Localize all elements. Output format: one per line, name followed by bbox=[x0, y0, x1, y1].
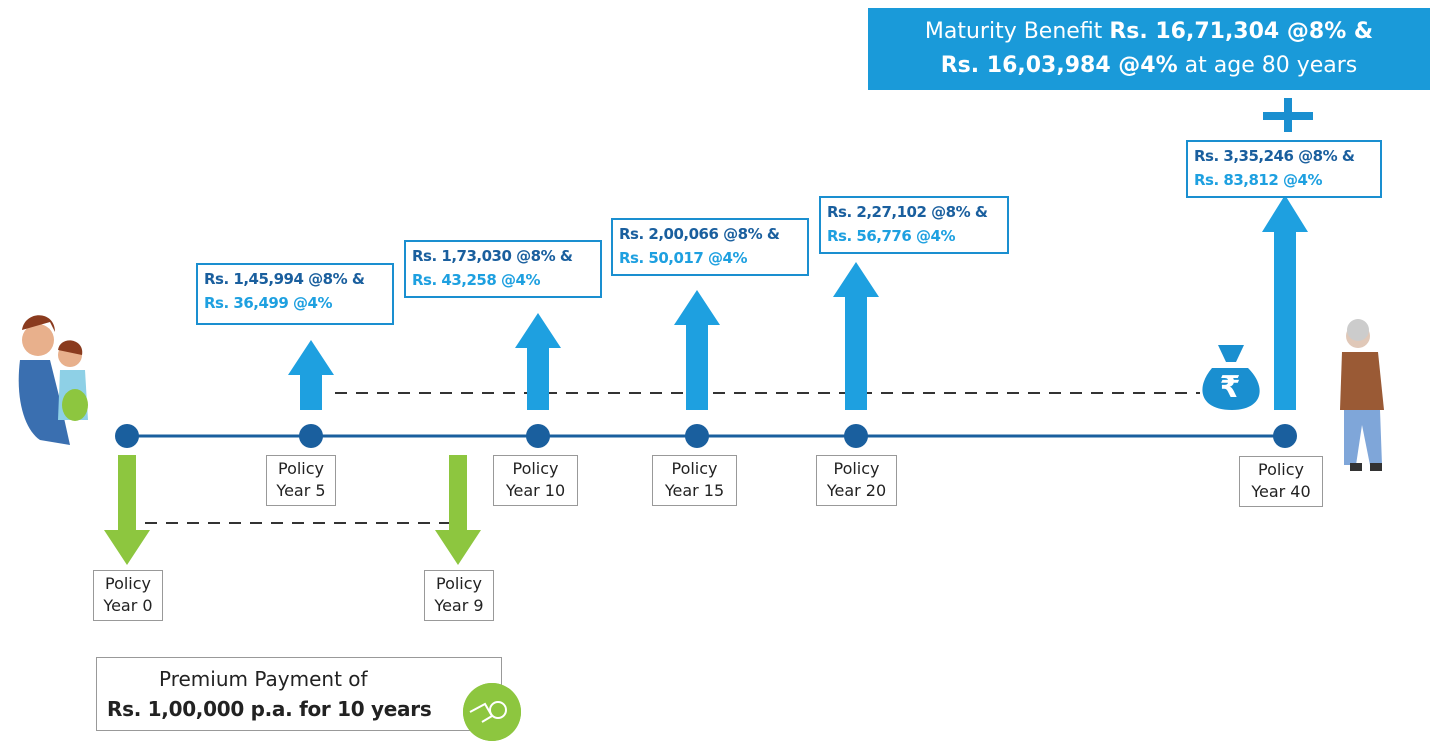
payout-4: Rs. 36,499 @4% bbox=[204, 291, 386, 315]
page: ₹ Maturity Benefit Rs. 16,71,304 @8% & R… bbox=[0, 0, 1434, 742]
maturity-suffix: at age 80 years bbox=[1185, 53, 1358, 78]
arrow-up bbox=[1262, 195, 1308, 410]
payout-8: Rs. 1,45,994 @8% & bbox=[204, 267, 386, 291]
arrow-up bbox=[833, 262, 879, 410]
premium-box: Premium Payment of Rs. 1,00,000 p.a. for… bbox=[96, 657, 502, 731]
milestone-line: Year 10 bbox=[494, 480, 577, 502]
arrow-up bbox=[288, 340, 334, 410]
milestone-line: Year 0 bbox=[94, 595, 162, 617]
milestone-line: Policy bbox=[94, 573, 162, 595]
diagram-graphics: ₹ bbox=[0, 0, 1434, 742]
milestone-line: Policy bbox=[267, 458, 335, 480]
premium-line2: Rs. 1,00,000 p.a. for 10 years bbox=[107, 694, 501, 724]
milestone-line: Year 40 bbox=[1240, 481, 1322, 503]
premium-icon-overlay bbox=[462, 682, 522, 742]
arrow-down bbox=[104, 455, 150, 565]
payout-8: Rs. 2,00,066 @8% & bbox=[619, 222, 801, 246]
maturity-label: Maturity Benefit bbox=[925, 19, 1102, 44]
payout-4: Rs. 50,017 @4% bbox=[619, 246, 801, 270]
milestone-line: Policy bbox=[1240, 459, 1322, 481]
milestone-line: Policy bbox=[653, 458, 736, 480]
payout-box: Rs. 2,00,066 @8% &Rs. 50,017 @4% bbox=[611, 218, 809, 276]
milestone-line: Policy bbox=[494, 458, 577, 480]
payout-8: Rs. 2,27,102 @8% & bbox=[827, 200, 1001, 224]
milestone-line: Year 20 bbox=[817, 480, 896, 502]
milestone-line: Year 5 bbox=[267, 480, 335, 502]
maturity-amount-8: Rs. 16,71,304 @8% & bbox=[1109, 19, 1373, 44]
payout-box: Rs. 1,73,030 @8% &Rs. 43,258 @4% bbox=[404, 240, 602, 298]
elder-illustration bbox=[1340, 319, 1384, 471]
payout-4: Rs. 83,812 @4% bbox=[1194, 168, 1374, 192]
maturity-box: Maturity Benefit Rs. 16,71,304 @8% & Rs.… bbox=[868, 8, 1430, 90]
milestone-line: Policy bbox=[425, 573, 493, 595]
premium-line1: Premium Payment of bbox=[107, 664, 501, 694]
family-illustration bbox=[19, 315, 88, 445]
milestone-line: Year 15 bbox=[653, 480, 736, 502]
payout-8: Rs. 3,35,246 @8% & bbox=[1194, 144, 1374, 168]
payout-4: Rs. 56,776 @4% bbox=[827, 224, 1001, 248]
arrow-down bbox=[435, 455, 481, 565]
milestone-line: Policy bbox=[817, 458, 896, 480]
payout-box: Rs. 2,27,102 @8% &Rs. 56,776 @4% bbox=[819, 196, 1009, 254]
milestone-line: Year 9 bbox=[425, 595, 493, 617]
payout-8: Rs. 1,73,030 @8% & bbox=[412, 244, 594, 268]
bag-symbol: ₹ bbox=[1220, 370, 1241, 405]
plus-sign bbox=[1263, 98, 1313, 132]
maturity-amount-4: Rs. 16,03,984 @4% bbox=[941, 53, 1178, 78]
payout-box: Rs. 1,45,994 @8% &Rs. 36,499 @4% bbox=[196, 263, 394, 325]
money-bag: ₹ bbox=[1202, 345, 1259, 410]
payout-4: Rs. 43,258 @4% bbox=[412, 268, 594, 292]
arrow-up bbox=[515, 313, 561, 410]
payout-box: Rs. 3,35,246 @8% &Rs. 83,812 @4% bbox=[1186, 140, 1382, 198]
